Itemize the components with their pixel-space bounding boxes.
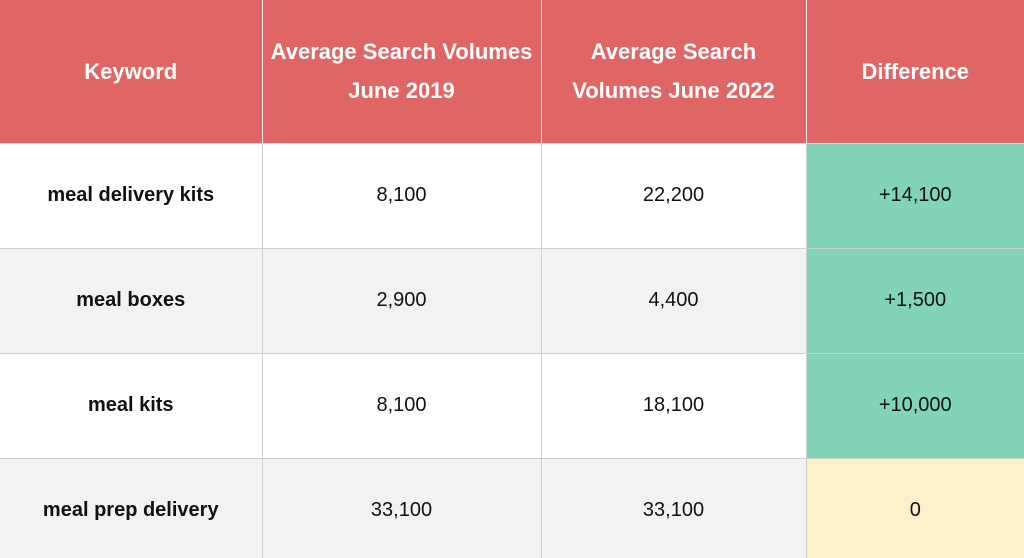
table-row: meal boxes 2,900 4,400 +1,500 (0, 247, 1024, 354)
header-keyword: Keyword (0, 0, 263, 144)
keyword-cell: meal prep delivery (0, 457, 263, 558)
volume-2019-cell: 8,100 (261, 142, 542, 249)
difference-cell: +1,500 (805, 247, 1024, 354)
keyword-cell: meal boxes (0, 247, 263, 354)
volume-2022-cell: 22,200 (540, 142, 807, 249)
table-header-row: Keyword Average Search Volumes June 2019… (0, 0, 1024, 144)
keyword-cell: meal kits (0, 352, 263, 459)
difference-cell: +10,000 (805, 352, 1024, 459)
volume-2019-cell: 8,100 (261, 352, 542, 459)
table-row: meal kits 8,100 18,100 +10,000 (0, 352, 1024, 459)
table-row: meal delivery kits 8,100 22,200 +14,100 (0, 142, 1024, 249)
volume-2022-cell: 18,100 (540, 352, 807, 459)
header-june-2019: Average Search Volumes June 2019 (261, 0, 542, 144)
volume-2022-cell: 33,100 (540, 457, 807, 558)
keyword-cell: meal delivery kits (0, 142, 263, 249)
header-difference: Difference (805, 0, 1024, 144)
volume-2019-cell: 33,100 (261, 457, 542, 558)
header-june-2022: Average Search Volumes June 2022 (540, 0, 807, 144)
table-row: meal prep delivery 33,100 33,100 0 (0, 457, 1024, 558)
volume-2019-cell: 2,900 (261, 247, 542, 354)
difference-cell: 0 (805, 457, 1024, 558)
volume-2022-cell: 4,400 (540, 247, 807, 354)
difference-cell: +14,100 (805, 142, 1024, 249)
